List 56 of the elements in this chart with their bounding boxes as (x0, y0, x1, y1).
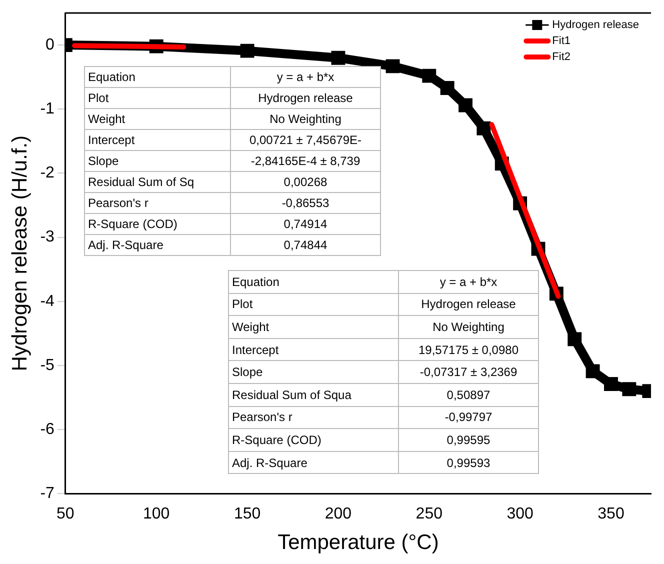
y-tick-label: -2 (40, 164, 55, 182)
annotation: 0,99595 (398, 428, 538, 452)
annotation: No Weighting (398, 316, 538, 338)
annotation: -0,07317 ± 3,2369 (398, 360, 538, 384)
annotation: Weight (228, 316, 398, 338)
annotation: -0,86553 (230, 192, 380, 214)
annotation: Slope (84, 150, 230, 172)
annotation: Intercept (84, 130, 230, 150)
annotation: Hydrogen release (398, 293, 538, 316)
annotation: Adj. R-Square (228, 451, 398, 474)
y-tick-label: -3 (40, 228, 55, 246)
annotation: 0,50897 (398, 383, 538, 406)
y-tick-label: -4 (40, 292, 55, 310)
x-axis-title: Temperature (°C) (278, 531, 439, 554)
annotation: y = a + b*x (398, 270, 538, 294)
y-tick-label: -6 (40, 420, 55, 438)
annotation: Adj. R-Square (84, 234, 230, 256)
annotation: Equation (228, 270, 398, 294)
annotation: Equation (84, 66, 230, 88)
annotation: 0,74914 (230, 214, 380, 234)
x-tick-label: 200 (324, 506, 352, 523)
annotation: No Weighting (230, 108, 380, 130)
annotation: Plot (228, 293, 398, 316)
annotation: Intercept (228, 338, 398, 361)
annotation: 0,99593 (398, 451, 538, 474)
annotation: 19,57175 ± 0,0980 (398, 338, 538, 361)
y-tick-label: -7 (40, 485, 55, 502)
y-axis-title: Hydrogen release (H/u.f.) (8, 135, 32, 372)
annotation: 0,00268 (230, 172, 380, 192)
annotation: R-Square (COD) (228, 428, 398, 452)
y-tick-label: 0 (46, 36, 55, 54)
annotation: -0,99797 (398, 406, 538, 429)
annotation: Slope (228, 360, 398, 384)
legend-label: Hydrogen release (552, 19, 640, 32)
y-tick-label: -1 (40, 100, 55, 118)
annotation: Residual Sum of Squa (228, 383, 398, 406)
x-tick-label: 50 (56, 506, 74, 523)
legend-label: Fit2 (552, 51, 571, 64)
x-tick-label: 300 (506, 506, 534, 523)
annotation: 0,74844 (230, 234, 380, 256)
annotation: Pearson's r (228, 406, 398, 429)
annotation: -2,84165E-4 ± 8,739 (230, 150, 380, 172)
annotation: y = a + b*x (230, 66, 380, 88)
legend-label: Fit1 (552, 35, 571, 48)
annotation: 0,00721 ± 7,45679E- (230, 130, 380, 150)
y-tick-label: -5 (40, 356, 55, 374)
x-tick-label: 150 (234, 506, 261, 523)
annotation: Weight (84, 108, 230, 130)
annotation: Pearson's r (84, 192, 230, 214)
annotation: Hydrogen release (230, 88, 380, 108)
annotation: R-Square (COD) (84, 214, 230, 234)
x-tick-label: 350 (598, 506, 624, 523)
x-tick-label: 100 (143, 506, 170, 523)
annotation: Plot (84, 88, 230, 108)
x-tick-label: 250 (416, 506, 443, 523)
annotation: Residual Sum of Sq (84, 172, 230, 192)
